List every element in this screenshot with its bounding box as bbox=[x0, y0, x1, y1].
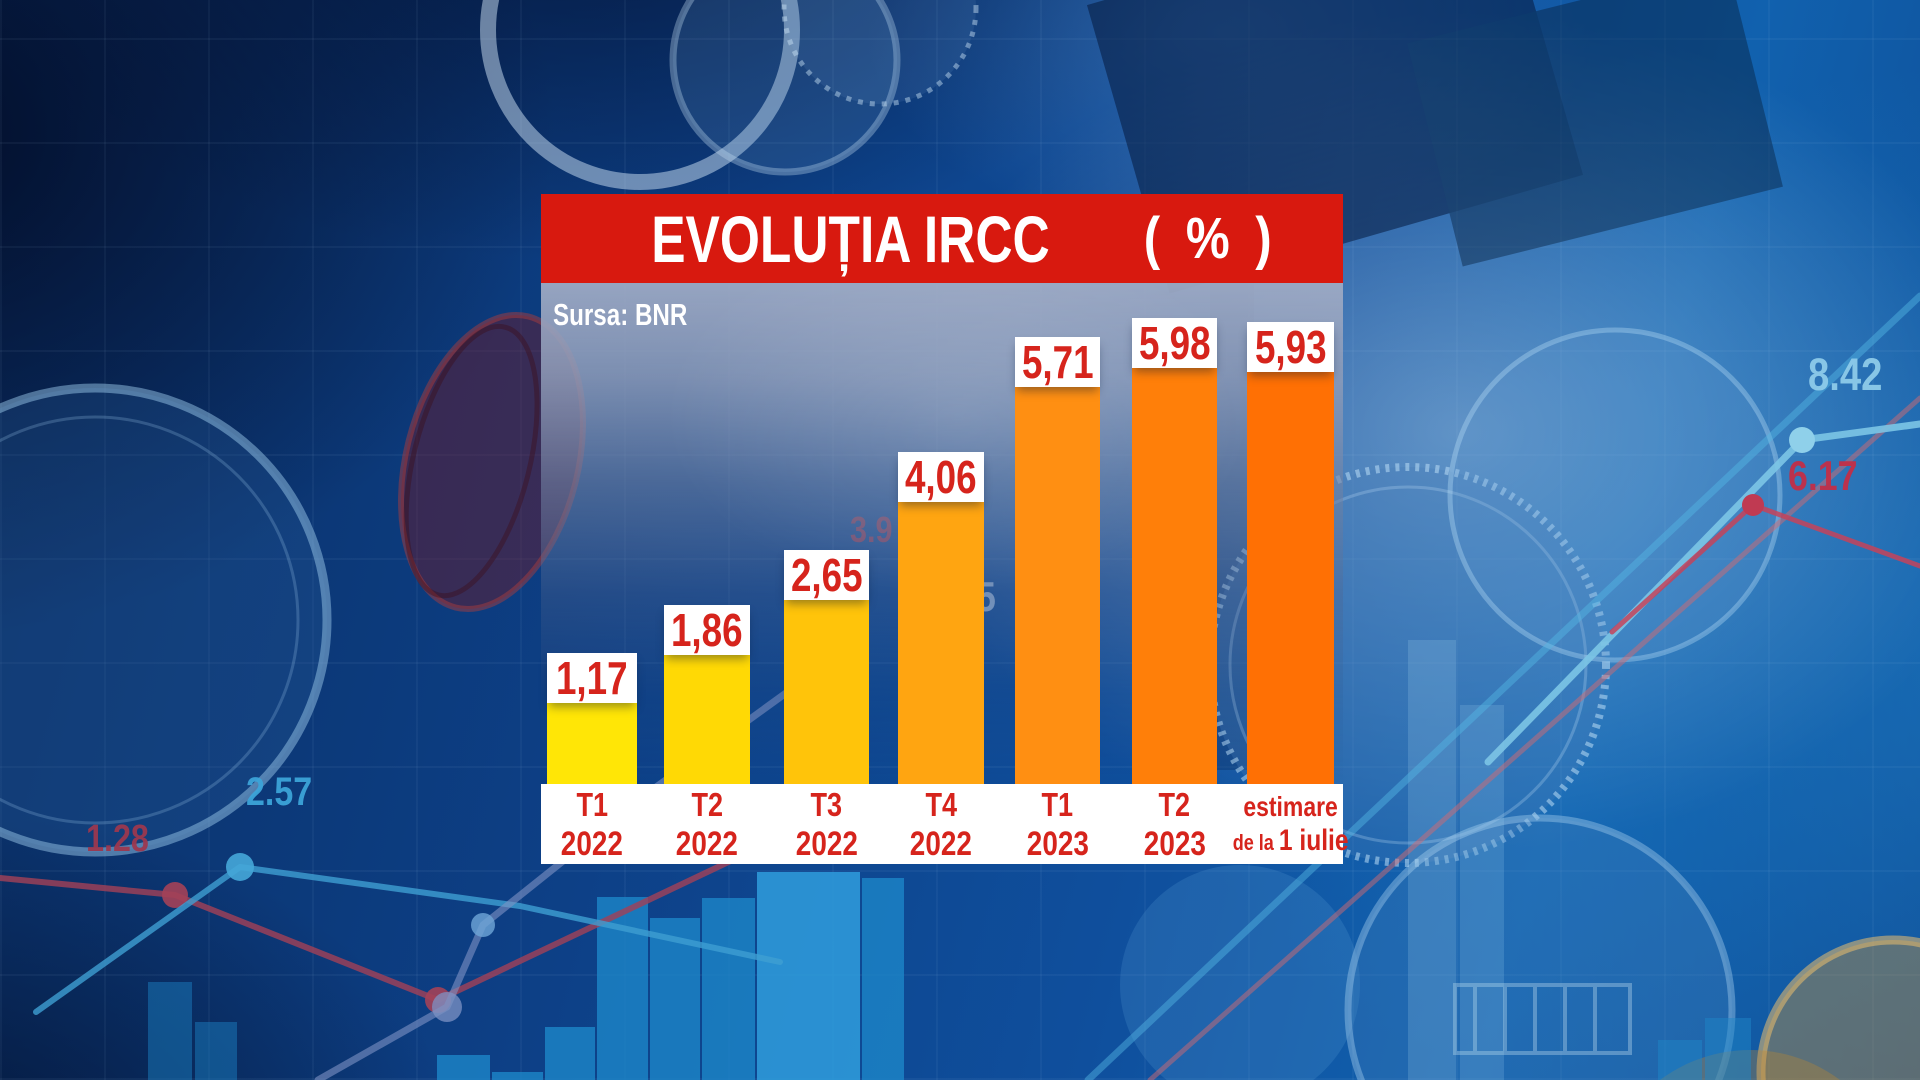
background-number: 1.28 bbox=[86, 818, 149, 860]
bar-value-text: 1,17 bbox=[556, 652, 628, 704]
coin-icon bbox=[398, 311, 586, 613]
bar-value-label: 2,65 bbox=[784, 550, 869, 600]
axis-line2: 2023 bbox=[1143, 824, 1206, 863]
source-label: Sursa: BNR bbox=[553, 297, 688, 332]
axis-line2: de la 1 iulie bbox=[1232, 823, 1349, 857]
axis-line1: T2 bbox=[1158, 786, 1191, 824]
background-number: 6.17 bbox=[1788, 452, 1858, 499]
axis-line1: T2 bbox=[691, 786, 723, 824]
bar bbox=[1247, 372, 1334, 784]
bar-value-text: 1,86 bbox=[671, 604, 743, 656]
x-axis-label: T4 2022 bbox=[851, 788, 1031, 862]
bar-value-text: 5,93 bbox=[1254, 321, 1327, 373]
axis-line2: 2022 bbox=[909, 824, 973, 863]
axis-line2: 2022 bbox=[675, 824, 739, 863]
x-axis-strip bbox=[541, 784, 1343, 864]
axis-line1: estimare bbox=[1243, 791, 1338, 823]
background-number: 2.57 bbox=[246, 770, 313, 814]
bar-value-text: 5,71 bbox=[1021, 336, 1094, 388]
bar-value-label: 1,17 bbox=[547, 653, 637, 703]
axis-line1: T3 bbox=[810, 786, 843, 824]
background-line-chart-right bbox=[1084, 292, 1920, 1080]
x-axis-label: T1 2023 bbox=[968, 788, 1148, 862]
x-axis-label: T2 2023 bbox=[1085, 788, 1265, 862]
x-axis-label: T3 2022 bbox=[737, 788, 917, 862]
coin-icon bbox=[0, 383, 332, 857]
axis-line2: 2022 bbox=[560, 824, 624, 863]
bar-value-text: 5,98 bbox=[1138, 317, 1211, 369]
axis-line2: 2023 bbox=[1026, 824, 1089, 863]
axis-line1: T1 bbox=[576, 786, 608, 824]
axis-line2: 2022 bbox=[795, 824, 858, 863]
bar bbox=[664, 655, 750, 784]
background-histogram bbox=[148, 640, 1751, 1080]
coin-icon bbox=[1120, 814, 1920, 1080]
bar bbox=[898, 502, 984, 784]
bar-value-label: 4,06 bbox=[898, 452, 984, 502]
bar bbox=[1015, 387, 1100, 784]
axis-line1: T1 bbox=[1041, 786, 1074, 824]
background-number: 8.42 bbox=[1808, 349, 1883, 400]
bar-value-label: 5,93 bbox=[1247, 322, 1334, 372]
bar-value-label: 5,71 bbox=[1015, 337, 1100, 387]
x-axis-label: T1 2022 bbox=[502, 788, 682, 862]
bar-value-text: 2,65 bbox=[790, 549, 863, 601]
bar bbox=[547, 703, 637, 784]
chart-title: EVOLUȚIA IRCC bbox=[651, 201, 1050, 276]
x-axis-label: T2 2022 bbox=[617, 788, 797, 862]
chart-title-unit: ( % ) bbox=[1143, 206, 1278, 271]
chart-title-banner: EVOLUȚIA IRCC ( % ) bbox=[541, 194, 1343, 283]
bar bbox=[784, 600, 869, 784]
axis-line1: T4 bbox=[925, 786, 957, 824]
bar-value-text: 4,06 bbox=[905, 451, 977, 503]
bar bbox=[1132, 368, 1217, 784]
bar-value-label: 5,98 bbox=[1132, 318, 1217, 368]
coin-icon bbox=[480, 0, 979, 190]
bar-value-label: 1,86 bbox=[664, 605, 750, 655]
x-axis-label: estimare de la 1 iulie bbox=[1201, 788, 1381, 862]
